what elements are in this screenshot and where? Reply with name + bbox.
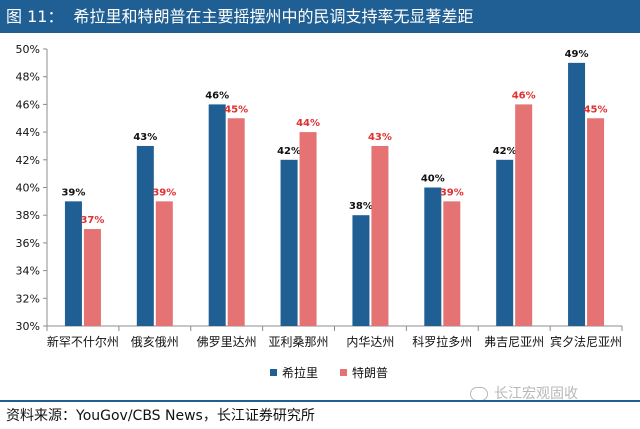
y-tick-label: 36%	[16, 237, 40, 250]
bar	[568, 62, 586, 326]
bar	[208, 104, 226, 327]
x-tick-label: 俄亥俄州	[131, 335, 179, 349]
bar	[443, 201, 461, 326]
y-tick-label: 48%	[16, 71, 40, 84]
x-tick-label: 内华达州	[346, 335, 394, 349]
y-tick-label: 32%	[16, 292, 40, 305]
y-tick-label: 30%	[16, 320, 40, 333]
bar	[280, 159, 298, 326]
data-label: 43%	[133, 132, 157, 143]
x-tick-label: 弗吉尼亚州	[484, 335, 544, 349]
source-note: 资料来源：YouGov/CBS News，长江证券研究所	[6, 408, 315, 424]
bar	[136, 145, 154, 326]
bar	[155, 201, 173, 326]
data-label: 46%	[205, 90, 229, 101]
x-tick-label: 佛罗里达州	[197, 335, 257, 349]
bar	[83, 229, 101, 326]
bar	[424, 187, 442, 326]
legend-label: 特朗普	[352, 365, 388, 380]
data-label: 39%	[61, 187, 85, 198]
data-label: 39%	[152, 187, 176, 198]
data-label: 38%	[349, 201, 373, 212]
legend-swatch	[340, 369, 347, 376]
bar	[299, 132, 317, 326]
y-tick-label: 42%	[16, 154, 40, 167]
x-tick-label: 宾夕法尼亚州	[550, 334, 622, 349]
data-label: 49%	[565, 49, 589, 60]
figure-title-bar: 图 11： 希拉里和特朗普在主要摇摆州中的民调支持率无显著差距	[0, 0, 640, 33]
bottom-rule	[0, 400, 640, 402]
bar	[496, 159, 514, 326]
legend-label: 希拉里	[282, 365, 318, 380]
bar	[227, 118, 245, 326]
data-label: 45%	[224, 104, 248, 115]
bar	[64, 201, 82, 326]
data-label: 44%	[296, 118, 320, 129]
figure-number: 图 11：	[6, 7, 64, 26]
data-label: 40%	[421, 174, 445, 185]
y-tick-label: 50%	[16, 43, 40, 56]
data-label: 42%	[493, 146, 517, 157]
bar	[587, 118, 605, 326]
data-label: 39%	[440, 187, 464, 198]
x-tick-label: 亚利桑那州	[269, 335, 329, 349]
wechat-icon	[470, 387, 488, 401]
data-label: 45%	[584, 104, 608, 115]
bar-chart: 30% 32% 34% 36% 38% 40% 42% 44% 46% 48% 50% 新罕不什尔州俄…	[16, 43, 623, 380]
y-tick-label: 46%	[16, 98, 40, 111]
watermark-text: 长江宏观固收	[494, 386, 578, 402]
bar	[515, 104, 533, 327]
y-tick-label: 38%	[16, 209, 40, 222]
figure-title: 希拉里和特朗普在主要摇摆州中的民调支持率无显著差距	[73, 7, 474, 26]
bar	[352, 215, 370, 326]
bar	[371, 145, 389, 326]
x-tick-label: 新罕不什尔州	[47, 334, 119, 349]
x-tick-label: 科罗拉多州	[412, 334, 472, 349]
data-label: 37%	[80, 215, 104, 226]
y-tick-label: 34%	[16, 265, 40, 278]
data-label: 46%	[512, 90, 536, 101]
data-label: 43%	[368, 132, 392, 143]
legend-swatch	[270, 369, 277, 376]
y-tick-label: 40%	[16, 182, 40, 195]
y-tick-label: 44%	[16, 126, 40, 139]
data-label: 42%	[277, 146, 301, 157]
